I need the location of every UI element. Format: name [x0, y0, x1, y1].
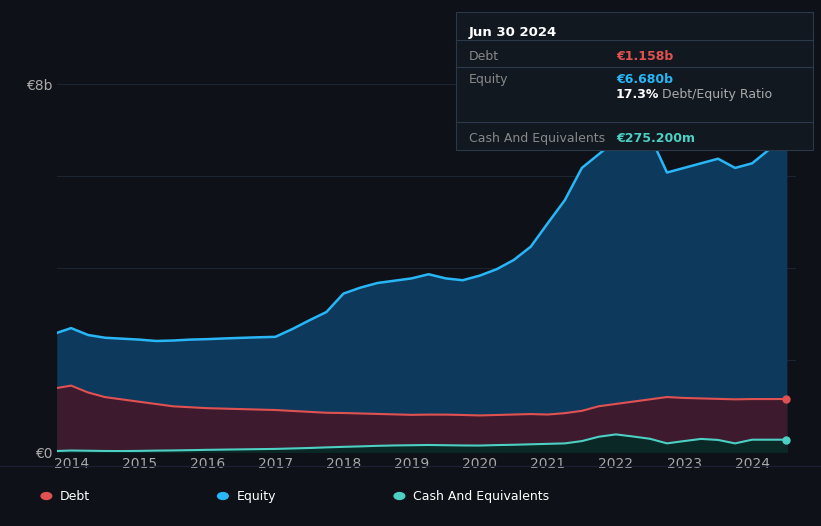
Text: 17.3%: 17.3%: [616, 88, 659, 102]
Text: Jun 30 2024: Jun 30 2024: [469, 26, 557, 39]
Text: €275.200m: €275.200m: [616, 133, 695, 145]
Text: Debt: Debt: [469, 49, 499, 63]
Text: Debt/Equity Ratio: Debt/Equity Ratio: [658, 88, 773, 102]
Text: €6.680b: €6.680b: [616, 73, 672, 86]
Text: Equity: Equity: [236, 490, 276, 502]
Text: €1.158b: €1.158b: [616, 49, 673, 63]
Text: Cash And Equivalents: Cash And Equivalents: [469, 133, 605, 145]
Text: Equity: Equity: [469, 73, 508, 86]
Text: Debt: Debt: [60, 490, 90, 502]
Text: Cash And Equivalents: Cash And Equivalents: [413, 490, 549, 502]
